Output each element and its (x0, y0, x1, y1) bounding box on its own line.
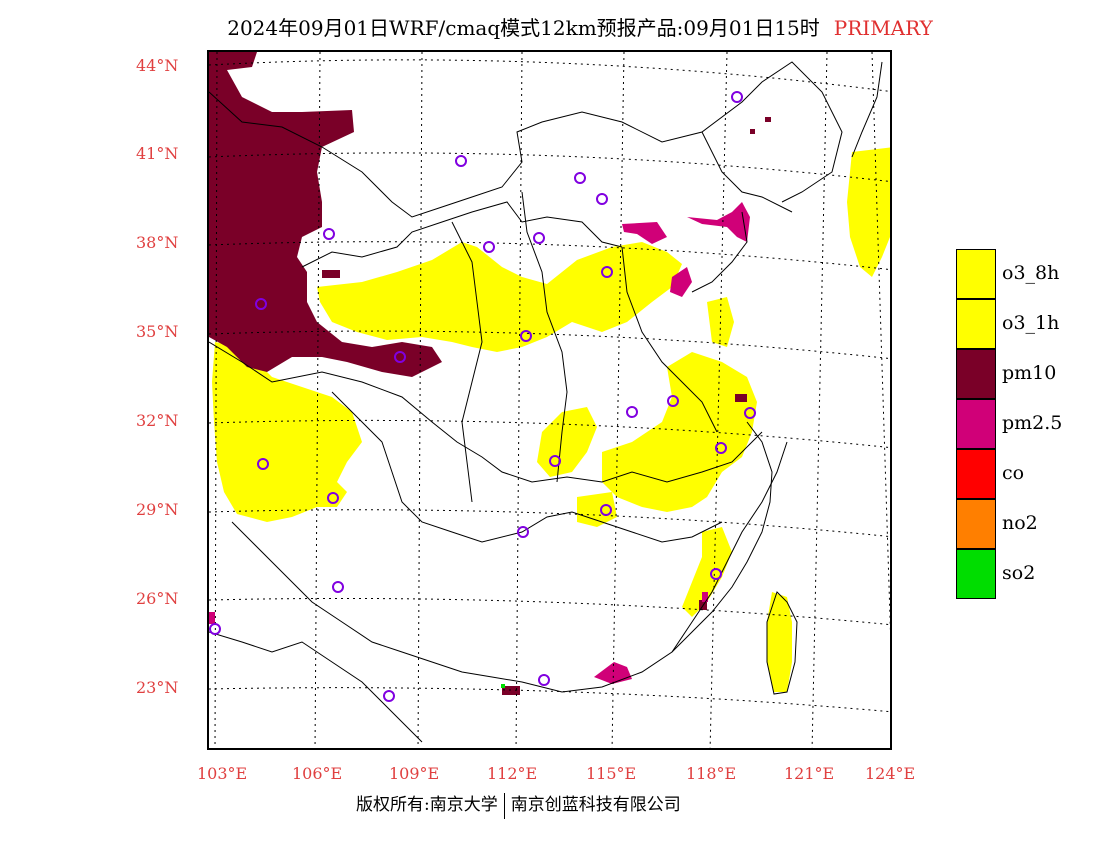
o3-area-central (537, 407, 597, 477)
legend-label-no2: no2 (1002, 512, 1038, 534)
o3-area-fujian (682, 527, 732, 617)
legend-item-o3-1h: o3_1h (956, 299, 1076, 349)
lon-label-106: 106°E (292, 764, 343, 783)
lat-label-23: 23°N (136, 678, 179, 697)
legend-swatch-o3-1h (956, 299, 996, 349)
o3-area-jiangxi (577, 492, 617, 527)
map-title: 2024年09月01日WRF/cmaq模式12km预报产品:09月01日15时 P… (0, 12, 1100, 41)
map-canvas (209, 52, 890, 748)
footer-separator (503, 792, 505, 819)
legend-label-o3-1h: o3_1h (1002, 312, 1060, 334)
footer-left: 版权所有:南京大学 (356, 795, 498, 815)
lat-label-26: 26°N (136, 589, 179, 608)
o3-area-sichuan (212, 342, 362, 522)
footer-right: 南京创蓝科技有限公司 (510, 795, 681, 815)
pm10-area-northwest (209, 52, 442, 377)
lon-label-115: 115°E (586, 764, 637, 783)
map-panel[interactable] (207, 50, 892, 750)
pm10-patch-ne (765, 117, 771, 122)
legend-item-pm25: pm2.5 (956, 399, 1076, 449)
legend: o3_8h o3_1h pm10 pm2.5 co no2 so2 (956, 249, 1076, 599)
lat-label-38: 38°N (136, 233, 179, 252)
lat-label-32: 32°N (136, 411, 179, 430)
legend-swatch-no2 (956, 499, 996, 549)
legend-label-pm25: pm2.5 (1002, 412, 1063, 434)
o3-area-guizhou (302, 477, 347, 507)
legend-item-no2: no2 (956, 499, 1076, 549)
pm25-area-hebei (622, 222, 667, 244)
o3-area-central-north (317, 242, 682, 352)
legend-item-so2: so2 (956, 549, 1076, 599)
lon-label-109: 109°E (389, 764, 440, 783)
o3-area-east (602, 352, 757, 512)
o3-areas (212, 147, 890, 692)
legend-label-co: co (1002, 462, 1025, 484)
legend-swatch-so2 (956, 549, 996, 599)
title-mode: PRIMARY (833, 16, 933, 40)
pm25-patch-fujian (702, 592, 708, 602)
o3-area-taiwan (767, 592, 792, 692)
pm25-area-bohai (687, 202, 750, 242)
legend-swatch-o3-8h (956, 249, 996, 299)
graticule (209, 52, 890, 748)
pm25-patch-sw (209, 612, 215, 624)
lon-label-112: 112°E (487, 764, 538, 783)
legend-label-so2: so2 (1002, 562, 1036, 584)
legend-label-o3-8h: o3_8h (1002, 262, 1060, 284)
lon-label-121: 121°E (784, 764, 835, 783)
legend-swatch-co (956, 449, 996, 499)
legend-item-pm10: pm10 (956, 349, 1076, 399)
lon-label-103: 103°E (197, 764, 248, 783)
legend-item-co: co (956, 449, 1076, 499)
legend-swatch-pm25 (956, 399, 996, 449)
pm25-areas (209, 202, 750, 684)
lon-label-124: 124°E (865, 764, 916, 783)
lat-label-35: 35°N (136, 322, 179, 341)
lon-label-118: 118°E (686, 764, 737, 783)
pm25-area-shandong (670, 267, 692, 297)
legend-item-o3-8h: o3_8h (956, 249, 1076, 299)
lat-label-41: 41°N (136, 144, 179, 163)
o3-area-yellowsea (847, 147, 890, 277)
title-main: 2024年09月01日WRF/cmaq模式12km预报产品:09月01日15时 (227, 16, 820, 40)
pm10-patch-guangdong (502, 686, 520, 695)
copyright-footer: 版权所有:南京大学 南京创蓝科技有限公司 (356, 790, 681, 819)
legend-label-pm10: pm10 (1002, 362, 1057, 384)
lat-label-44: 44°N (136, 56, 179, 75)
station-markers (209, 91, 756, 702)
lat-label-29: 29°N (136, 500, 179, 519)
pm10-patch-ne2 (750, 129, 755, 134)
pm25-area-guangdong (594, 662, 632, 684)
so2-patch (501, 684, 505, 688)
pm10-patch-gansu (322, 270, 340, 278)
pm10-patch-shanghai (735, 394, 747, 402)
boundaries (209, 61, 883, 743)
legend-swatch-pm10 (956, 349, 996, 399)
